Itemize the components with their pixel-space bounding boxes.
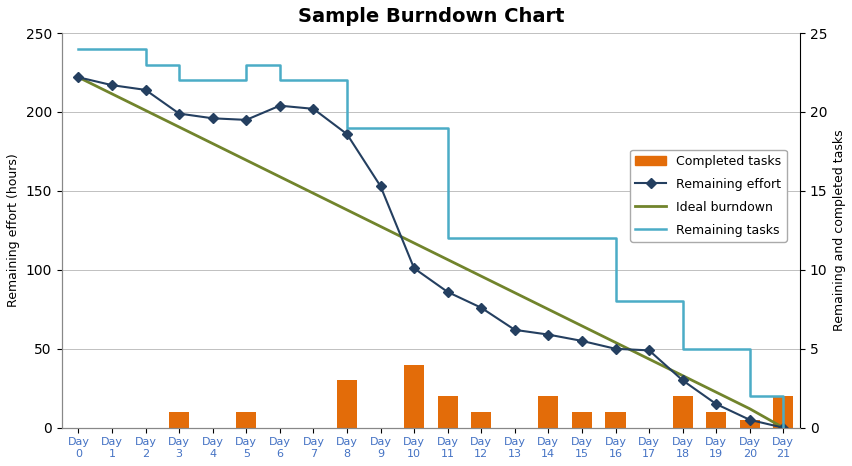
Bar (437, 396, 458, 428)
Y-axis label: Remaining effort (hours): Remaining effort (hours) (7, 153, 20, 307)
Bar (337, 380, 357, 428)
Y-axis label: Remaining and completed tasks: Remaining and completed tasks (832, 130, 845, 331)
Bar (538, 396, 558, 428)
Bar (404, 364, 423, 428)
Bar (773, 396, 792, 428)
Bar (169, 412, 189, 428)
Bar (571, 412, 591, 428)
Bar (605, 412, 625, 428)
Bar (671, 396, 692, 428)
Bar (470, 412, 491, 428)
Bar (236, 412, 256, 428)
Bar (705, 412, 725, 428)
Title: Sample Burndown Chart: Sample Burndown Chart (297, 7, 563, 26)
Legend: Completed tasks, Remaining effort, Ideal burndown, Remaining tasks: Completed tasks, Remaining effort, Ideal… (630, 150, 786, 242)
Bar (739, 420, 759, 428)
